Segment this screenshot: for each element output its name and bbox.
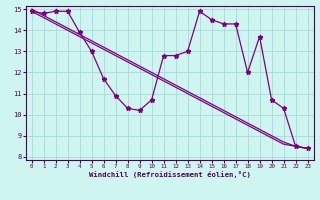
- X-axis label: Windchill (Refroidissement éolien,°C): Windchill (Refroidissement éolien,°C): [89, 171, 251, 178]
